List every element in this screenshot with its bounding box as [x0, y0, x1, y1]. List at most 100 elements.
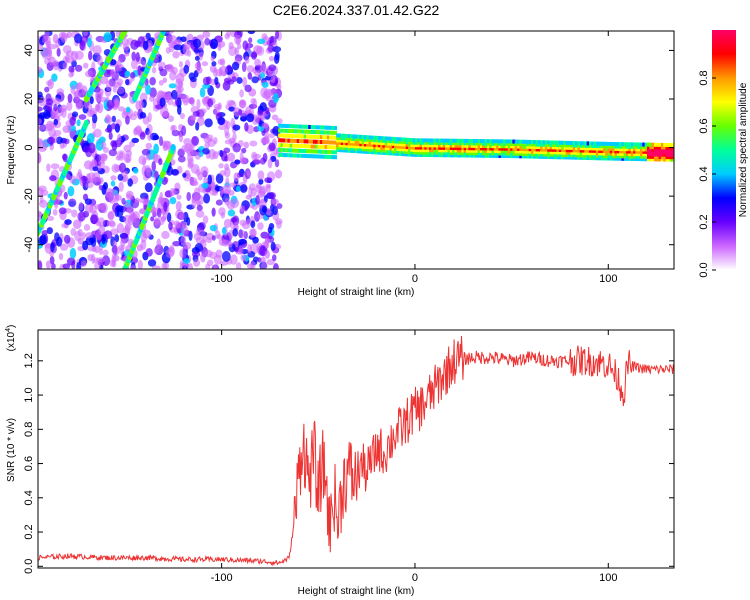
- heatmap-band-cell: [424, 145, 428, 150]
- heatmap-band-cell: [568, 153, 572, 158]
- heatmap-band-cell: [479, 143, 484, 148]
- heatmap-band-cell: [343, 133, 347, 138]
- heatmap-band-cell: [415, 145, 419, 150]
- heatmap-band-cell: [623, 144, 627, 149]
- heatmap-cell: [189, 180, 199, 187]
- heatmap-band-cell: [347, 148, 351, 153]
- heatmap-band-cell: [326, 125, 331, 130]
- heatmap-band-cell: [565, 143, 569, 148]
- heatmap-band-cell: [449, 143, 454, 148]
- heatmap-cell: [116, 78, 124, 86]
- heatmap-band-cell: [558, 145, 563, 150]
- heatmap-cell: [52, 33, 59, 44]
- heatmap-trace-cell: [83, 119, 89, 127]
- heatmap-band-cell: [412, 138, 416, 143]
- heatmap-cell: [46, 215, 55, 222]
- heatmap-band-cell: [663, 157, 667, 162]
- heatmap-cell: [249, 140, 258, 147]
- heatmap-band-cell: [312, 144, 317, 149]
- heatmap-band-cell: [428, 143, 433, 148]
- heatmap-cell: [38, 106, 43, 112]
- heatmap-cell: [126, 193, 132, 201]
- heatmap-band-cell: [612, 142, 616, 147]
- heatmap-band-cell: [658, 147, 662, 152]
- heatmap-band-cell: [496, 149, 500, 154]
- heatmap-band-cell: [408, 140, 412, 145]
- heatmap-band-cell: [600, 146, 604, 151]
- heatmap-band-cell: [498, 153, 502, 158]
- heatmap-band-cell: [556, 152, 560, 157]
- heatmap-band-cell: [343, 141, 347, 146]
- heatmap-band-cell: [338, 145, 342, 150]
- heatmap-band-cell: [484, 151, 488, 156]
- heatmap-band-cell: [588, 151, 593, 156]
- heatmap-cell: [190, 76, 197, 83]
- heatmap-band-cell: [658, 155, 662, 160]
- heatmap-cell: [78, 201, 84, 211]
- heatmap-band-cell: [551, 152, 556, 157]
- spectrogram-ytick-label: 20: [23, 93, 35, 105]
- snr-xtick-label: 100: [599, 572, 617, 584]
- heatmap-band-cell: [296, 124, 300, 129]
- heatmap-cell: [117, 58, 122, 68]
- heatmap-cell: [257, 170, 265, 181]
- heatmap-band-cell: [498, 151, 502, 156]
- heatmap-band-cell: [301, 153, 305, 158]
- heatmap-band-cell: [526, 142, 530, 147]
- heatmap-cell: [169, 70, 177, 81]
- heatmap-band-cell: [278, 123, 282, 128]
- heatmap-cell: [234, 159, 241, 165]
- heatmap-band-cell: [489, 144, 493, 149]
- heatmap-band-cell: [333, 155, 338, 160]
- heatmap-cell: [91, 172, 101, 183]
- heatmap-cell: [221, 250, 231, 262]
- heatmap-cell: [164, 94, 170, 104]
- heatmap-cell: [254, 211, 261, 222]
- heatmap-band-cell: [542, 140, 546, 145]
- heatmap-band-cell: [456, 153, 460, 158]
- heatmap-band-cell: [363, 140, 368, 145]
- heatmap-band-cell: [651, 145, 655, 150]
- heatmap-band-cell: [591, 141, 595, 146]
- heatmap-band-cell: [540, 142, 544, 147]
- heatmap-band-cell: [486, 144, 491, 149]
- heatmap-band-cell: [528, 149, 532, 154]
- heatmap-band-cell: [616, 156, 621, 161]
- heatmap-band-cell: [466, 148, 470, 153]
- heatmap-band-cell: [424, 150, 428, 155]
- heatmap-trace-cell: [170, 144, 176, 152]
- heatmap-cell: [50, 163, 60, 170]
- heatmap-band-cell: [357, 134, 361, 139]
- heatmap-cell: [217, 116, 225, 126]
- heatmap-band-cell: [517, 151, 521, 156]
- heatmap-band-cell: [600, 156, 604, 161]
- heatmap-band-cell: [366, 149, 370, 154]
- heatmap-cell: [47, 78, 54, 90]
- heatmap-band-cell: [593, 156, 597, 161]
- heatmap-cell: [191, 115, 197, 121]
- heatmap-cell: [59, 142, 65, 149]
- heatmap-band-cell: [486, 141, 491, 146]
- heatmap-band-cell: [653, 145, 658, 150]
- heatmap-cell: [38, 118, 42, 125]
- heatmap-band-cell: [663, 155, 667, 160]
- heatmap-band-cell: [456, 138, 460, 143]
- heatmap-band-cell: [619, 156, 623, 161]
- heatmap-band-cell: [477, 148, 481, 153]
- heatmap-band-cell: [575, 148, 579, 153]
- heatmap-band-cell: [336, 133, 340, 138]
- heatmap-band-cell: [445, 145, 449, 150]
- heatmap-band-cell: [452, 146, 456, 151]
- heatmap-cell: [46, 136, 56, 145]
- heatmap-cell: [257, 257, 262, 263]
- heatmap-band-cell: [366, 142, 370, 147]
- heatmap-band-cell: [646, 149, 651, 154]
- heatmap-cell: [252, 153, 262, 159]
- heatmap-cell: [244, 56, 250, 64]
- heatmap-band-cell: [359, 142, 363, 147]
- heatmap-band-cell: [449, 141, 454, 146]
- heatmap-cell: [230, 217, 238, 223]
- heatmap-band-cell: [556, 140, 560, 145]
- heatmap-band-cell: [500, 144, 505, 149]
- heatmap-cell: [243, 141, 249, 149]
